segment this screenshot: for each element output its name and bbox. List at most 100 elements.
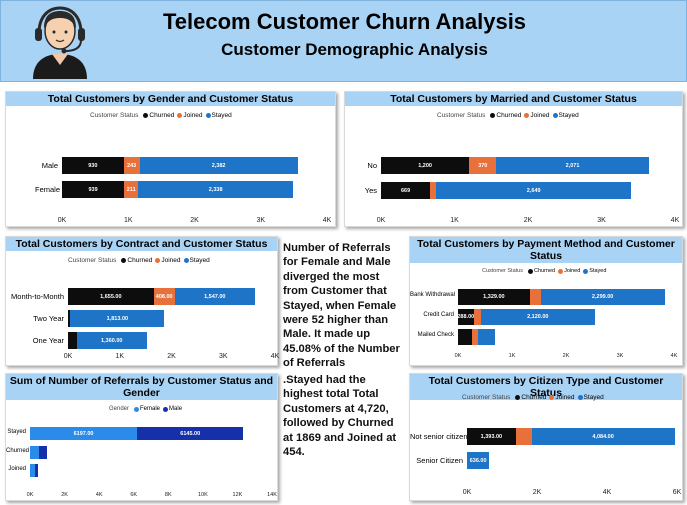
axis-tick-label: 0K	[57, 217, 67, 224]
bar-segment-female[interactable]: 6197.00	[30, 427, 138, 440]
legend-churned: Churned	[533, 268, 556, 274]
joined-dot-icon	[549, 395, 555, 400]
joined-dot-icon	[524, 113, 530, 118]
churned-dot-icon	[515, 395, 521, 400]
bar-segment-stayed[interactable]: 4,084.00	[531, 428, 675, 445]
bar-segment-stayed[interactable]: 2,071	[496, 157, 649, 174]
bar-segment-female[interactable]	[30, 464, 36, 477]
bar-segment-churned[interactable]	[458, 329, 472, 345]
axis-tick-label: 14K	[267, 492, 277, 498]
referrals-chart: Stayed 6197.00 6145.00 Churned Joined 0K 2K 4K 6…	[6, 426, 278, 500]
panel-title: Total Customers by Payment Method and Cu…	[410, 237, 682, 263]
category-label: Male	[41, 160, 58, 170]
axis-tick-label: 12K	[232, 492, 243, 498]
bar-segment-male[interactable]: 6145.00	[137, 427, 244, 440]
payment-chart: Bank Withdrawal 1,329.00 2,299.00 Credit Ca…	[410, 287, 682, 363]
category-label: Not senior citizen	[410, 431, 468, 441]
axis-tick-label: 8K	[164, 492, 172, 498]
panel-title: Total Customers by Gender and Customer S…	[6, 92, 335, 106]
bar-segment-joined[interactable]: 370	[469, 157, 497, 174]
bar-segment-stayed[interactable]: 1,360.00	[76, 332, 147, 349]
bar-segment-stayed[interactable]	[478, 329, 495, 345]
stayed-dot-icon	[583, 268, 589, 274]
status-legend: Customer Status Churned Joined Stayed	[437, 112, 579, 119]
axis-tick-label: 2K	[562, 353, 570, 359]
citizen-status-panel: Total Customers by Citizen Type and Cust…	[409, 373, 683, 501]
bar-segment-stayed[interactable]: 1,813.00	[70, 310, 165, 327]
axis-tick-label: 6K	[130, 492, 138, 498]
bar-segment-churned[interactable]: 1,655.00	[68, 288, 154, 305]
male-dot-icon	[163, 406, 169, 412]
legend-stayed: Stayed	[558, 112, 579, 119]
axis-tick-label: 2K	[190, 217, 199, 224]
bar-segment-joined[interactable]: 243	[123, 157, 140, 174]
female-dot-icon	[134, 406, 140, 412]
axis-tick-label: 0K	[376, 217, 386, 224]
category-label: Credit Card	[423, 312, 454, 318]
bar-segment-churned[interactable]: 669	[381, 182, 431, 199]
churned-dot-icon	[121, 258, 127, 263]
bar-segment-churned[interactable]: 288.00	[458, 309, 474, 325]
bar-segment-stayed[interactable]: 2,120.00	[480, 309, 596, 325]
legend-churned: Churned	[149, 112, 175, 119]
bar-segment-churned[interactable]: 1,329.00	[458, 289, 530, 305]
legend-female: Female	[140, 406, 161, 412]
bar-segment-stayed[interactable]: 1,547.00	[174, 288, 255, 305]
axis-tick-label: 2K	[532, 489, 542, 496]
bar-segment-stayed[interactable]: 2,649	[436, 182, 632, 199]
bar-segment-joined[interactable]	[515, 428, 532, 445]
axis-tick-label: 0K	[26, 492, 34, 498]
legend-title: Customer Status	[482, 268, 523, 274]
axis-tick-label: 4K	[95, 492, 103, 498]
bar-segment-joined[interactable]	[471, 329, 479, 345]
axis-tick-label: 10K	[197, 492, 208, 498]
legend-title: Customer Status	[90, 112, 139, 119]
axis-tick-label: 2K	[61, 492, 68, 498]
joined-dot-icon	[155, 258, 161, 263]
bar-segment-stayed[interactable]: 636.00	[467, 452, 490, 469]
axis-tick-label: 0K	[63, 353, 73, 360]
category-label: No	[367, 160, 377, 170]
gender-status-panel: Total Customers by Gender and Customer S…	[5, 91, 336, 227]
category-label: Mailed Check	[417, 332, 454, 338]
bar-segment-churned[interactable]	[68, 310, 71, 327]
bar-segment-joined[interactable]	[473, 309, 481, 325]
legend-stayed: Stayed	[589, 268, 607, 274]
bar-segment-stayed[interactable]: 2,299.00	[540, 289, 665, 305]
bar-segment-stayed[interactable]: 2,338	[138, 181, 294, 198]
bar-segment-joined[interactable]	[529, 289, 541, 305]
axis-tick-label: 1K	[123, 217, 133, 224]
panel-title: Sum of Number of Referrals by Customer S…	[6, 374, 277, 400]
panel-title: Total Customers by Married and Customer …	[345, 92, 682, 106]
bar-segment-churned[interactable]: 1,200	[381, 157, 470, 174]
stayed-dot-icon	[577, 395, 583, 400]
bar-segment-male[interactable]	[35, 464, 38, 477]
bar-segment-joined[interactable]	[430, 182, 437, 199]
bar-segment-joined[interactable]: 211	[124, 181, 139, 198]
axis-tick-label: 6K	[672, 489, 682, 496]
category-label: Yes	[364, 185, 377, 195]
legend-stayed: Stayed	[211, 112, 232, 119]
axis-tick-label: 0K	[462, 489, 472, 496]
bar-segment-churned[interactable]: 930	[62, 157, 124, 174]
axis-tick-label: 4K	[670, 217, 680, 224]
contract-status-panel: Total Customers by Contract and Customer…	[5, 236, 279, 366]
churned-dot-icon	[143, 113, 149, 118]
category-label: One Year	[32, 335, 64, 345]
status-legend: Customer Status Churned Joined Stayed	[462, 394, 604, 401]
legend-stayed: Stayed	[189, 257, 210, 264]
bar-segment-churned[interactable]: 939	[62, 181, 125, 198]
bar-segment-churned[interactable]: 1,393.00	[467, 428, 516, 445]
category-label: Two Year	[33, 313, 64, 323]
joined-dot-icon	[177, 113, 183, 118]
legend-joined: Joined	[530, 112, 550, 119]
bar-segment-churned[interactable]	[68, 332, 77, 349]
status-legend: Customer Status Churned Joined Stayed	[90, 112, 232, 119]
bar-segment-stayed[interactable]: 2,382	[139, 157, 298, 174]
customer-support-headset-icon	[33, 6, 87, 79]
legend-churned: Churned	[521, 394, 547, 401]
category-label: Month-to-Month	[11, 291, 64, 301]
bar-segment-joined[interactable]: 408.00	[153, 288, 175, 305]
bar-segment-male[interactable]	[38, 446, 48, 459]
bar-segment-female[interactable]	[30, 446, 39, 459]
